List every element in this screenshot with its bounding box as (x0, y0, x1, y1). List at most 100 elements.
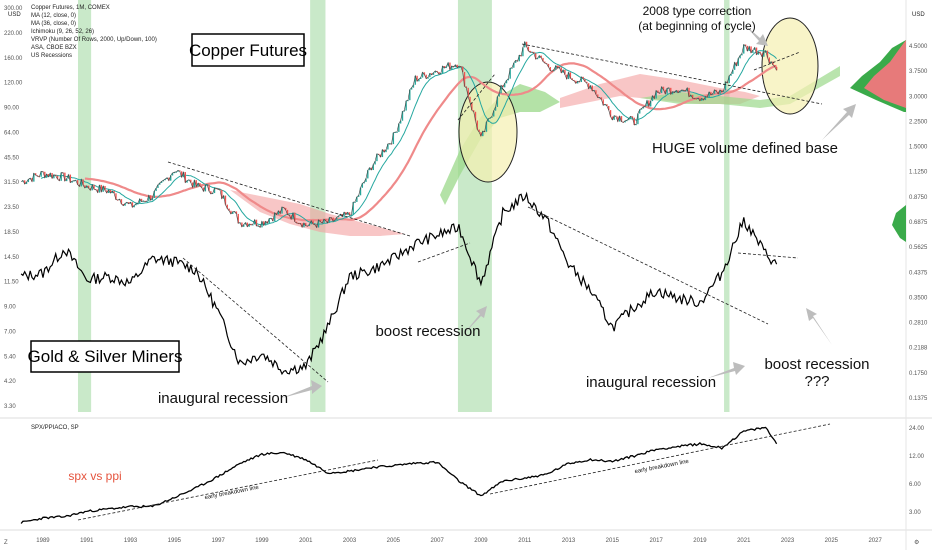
copper-candle (279, 210, 281, 214)
copper-candle (410, 87, 413, 90)
x-tick-label: 1999 (255, 538, 269, 544)
copper-candle (527, 46, 530, 51)
y-tick-label: 64.00 (4, 130, 20, 136)
x-tick-label: 1997 (211, 538, 225, 544)
copper-candle (715, 89, 718, 92)
currency-right: USD (912, 12, 925, 18)
copper-candle (325, 219, 327, 221)
copper-candle (615, 115, 617, 117)
copper-candle (109, 189, 112, 194)
copper-candle (427, 77, 429, 79)
copper-candle (542, 57, 544, 62)
annotation-huge-volume: HUGE volume defined base (652, 140, 838, 157)
copper-candle (580, 76, 583, 83)
copper-candle (690, 94, 692, 97)
annotation-correction: (at beginning of cycle) (638, 19, 755, 33)
copper-candle (233, 211, 236, 213)
copper-candle (403, 110, 405, 112)
y-tick-label: 7.00 (4, 329, 16, 335)
miners-title: Gold & Silver Miners (28, 347, 183, 366)
copper-candle (261, 221, 263, 228)
copper-candle (195, 180, 197, 187)
copper-candle (164, 179, 166, 181)
copper-candle (345, 212, 347, 215)
copper-candle (576, 81, 579, 84)
copper-candle (89, 188, 92, 191)
copper-candle (149, 195, 152, 201)
copper-candle (197, 183, 199, 187)
copper-candle (27, 179, 30, 183)
x-tick-label: 2021 (737, 538, 751, 544)
copper-candle (284, 207, 287, 210)
copper-candle (538, 55, 541, 59)
copper-candle (458, 66, 460, 68)
copper-candle (204, 185, 207, 192)
copper-candle (359, 187, 362, 196)
copper-candle (244, 222, 247, 225)
copper-candle (142, 200, 145, 202)
copper-candle (264, 221, 267, 226)
copper-candle (159, 182, 161, 185)
arrow (708, 362, 745, 378)
copper-candle (155, 187, 157, 192)
copper-candle (423, 72, 426, 75)
copper-candle (129, 202, 132, 204)
copper-candle (140, 198, 143, 202)
copper-candle (184, 172, 186, 183)
copper-candle (666, 88, 668, 94)
copper-candle (618, 116, 621, 122)
copper-candle (441, 66, 444, 74)
settings-icon[interactable]: ⚙ (914, 539, 919, 546)
copper-candle (631, 116, 634, 118)
copper-candle (86, 185, 88, 189)
copper-candle (739, 55, 741, 59)
copper-candle (213, 188, 216, 194)
breakdown-line (489, 423, 831, 495)
copper-candle (69, 174, 72, 183)
copper-candle (462, 66, 464, 72)
copper-candle (719, 89, 721, 95)
copper-candle (480, 132, 482, 137)
copper-candle (681, 89, 683, 92)
copper-candle (93, 184, 95, 190)
copper-candle (396, 131, 398, 133)
copper-candle (201, 186, 203, 188)
copper-candle (640, 108, 643, 110)
copper-candle (587, 83, 590, 89)
y-tick-label: 31.50 (4, 180, 20, 186)
copper-candle (775, 66, 778, 71)
copper-candle (644, 106, 646, 108)
copper-candle (430, 73, 433, 75)
header-line: US Recessions (31, 53, 72, 59)
copper-candles (22, 41, 778, 228)
copper-candle (387, 143, 389, 150)
copper-candle (560, 67, 562, 73)
copper-candle (476, 120, 478, 130)
copper-candle (770, 61, 772, 64)
copper-candle (768, 57, 770, 64)
annotation-boost: boost recession (375, 323, 480, 340)
copper-candle (675, 90, 677, 93)
copper-candle (310, 220, 312, 225)
copper-candle (151, 198, 154, 201)
copper-candle (500, 85, 502, 94)
copper-candle (107, 189, 110, 194)
y-tick-label: 2.2500 (909, 119, 928, 125)
copper-candle (699, 98, 701, 101)
lower-panel-header: SPX/PPIACO, SP (31, 425, 79, 431)
y-tick-label: 160.00 (4, 56, 23, 62)
copper-candle (478, 129, 480, 133)
trend-line (167, 161, 411, 237)
copper-candle (722, 90, 725, 93)
copper-candle (648, 100, 650, 107)
timezone-icon[interactable]: Z (4, 540, 8, 546)
copper-candle (45, 173, 48, 178)
copper-candle (305, 222, 307, 226)
highlight-circle-2022 (761, 17, 819, 115)
arrow (282, 380, 322, 398)
copper-candle (337, 215, 340, 218)
copper-candle (447, 62, 449, 67)
copper-candle (120, 199, 123, 204)
volume-profile-lower-green (892, 205, 906, 242)
